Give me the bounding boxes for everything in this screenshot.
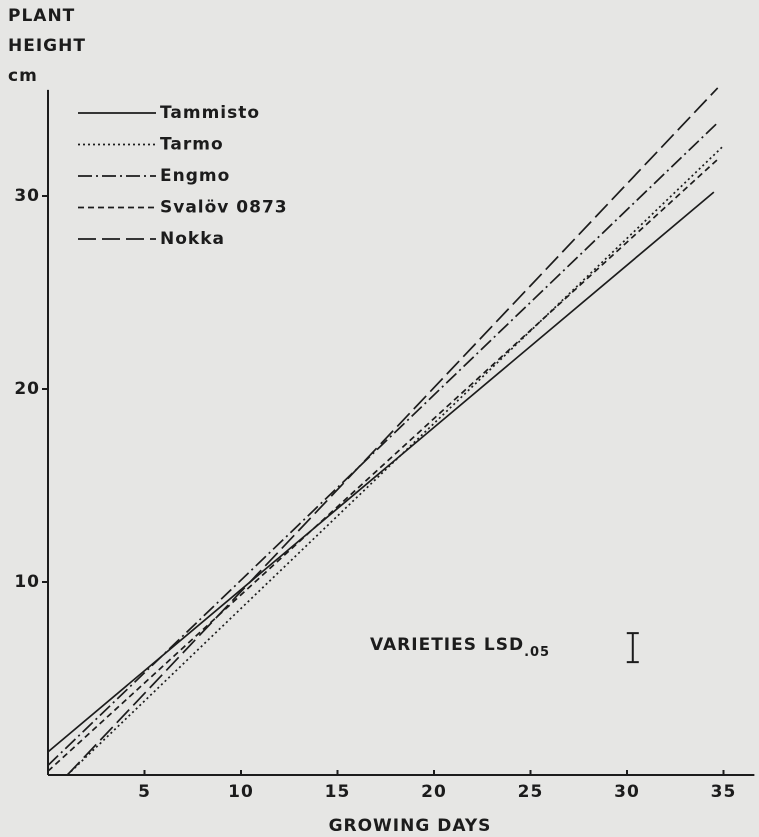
y-axis-label: PLANT [8,6,75,26]
x-tick-label: 30 [614,782,640,802]
y-tick-label: 10 [14,572,40,592]
x-tick-label: 10 [228,782,254,802]
series-line [66,145,725,776]
x-tick-label: 5 [138,782,151,802]
x-tick-label: 15 [325,782,351,802]
lsd-bar [626,632,639,664]
y-axis-label: HEIGHT [8,36,86,56]
legend-label: Svalöv 0873 [160,198,288,218]
x-tick-label: 25 [518,782,544,802]
legend-label: Tammisto [160,103,260,123]
x-axis-label: GROWING DAYS [329,816,492,836]
legend-label: Engmo [160,166,230,186]
x-tick-label: 20 [421,782,447,802]
legend-label: Nokka [160,229,225,249]
series-line [47,191,715,753]
series-line [47,158,719,772]
series-line [47,122,719,766]
y-tick-label: 30 [14,186,40,206]
x-tick-label: 35 [711,782,737,802]
annotation-text: VARIETIES LSD [370,635,524,655]
legend-label: Tarmo [160,135,224,155]
y-tick-label: 20 [14,379,40,399]
annotation: VARIETIES LSD.05 [370,635,550,660]
annotation-subscript: .05 [524,645,550,660]
series-line [66,87,719,776]
y-axis-label: cm [8,66,38,86]
